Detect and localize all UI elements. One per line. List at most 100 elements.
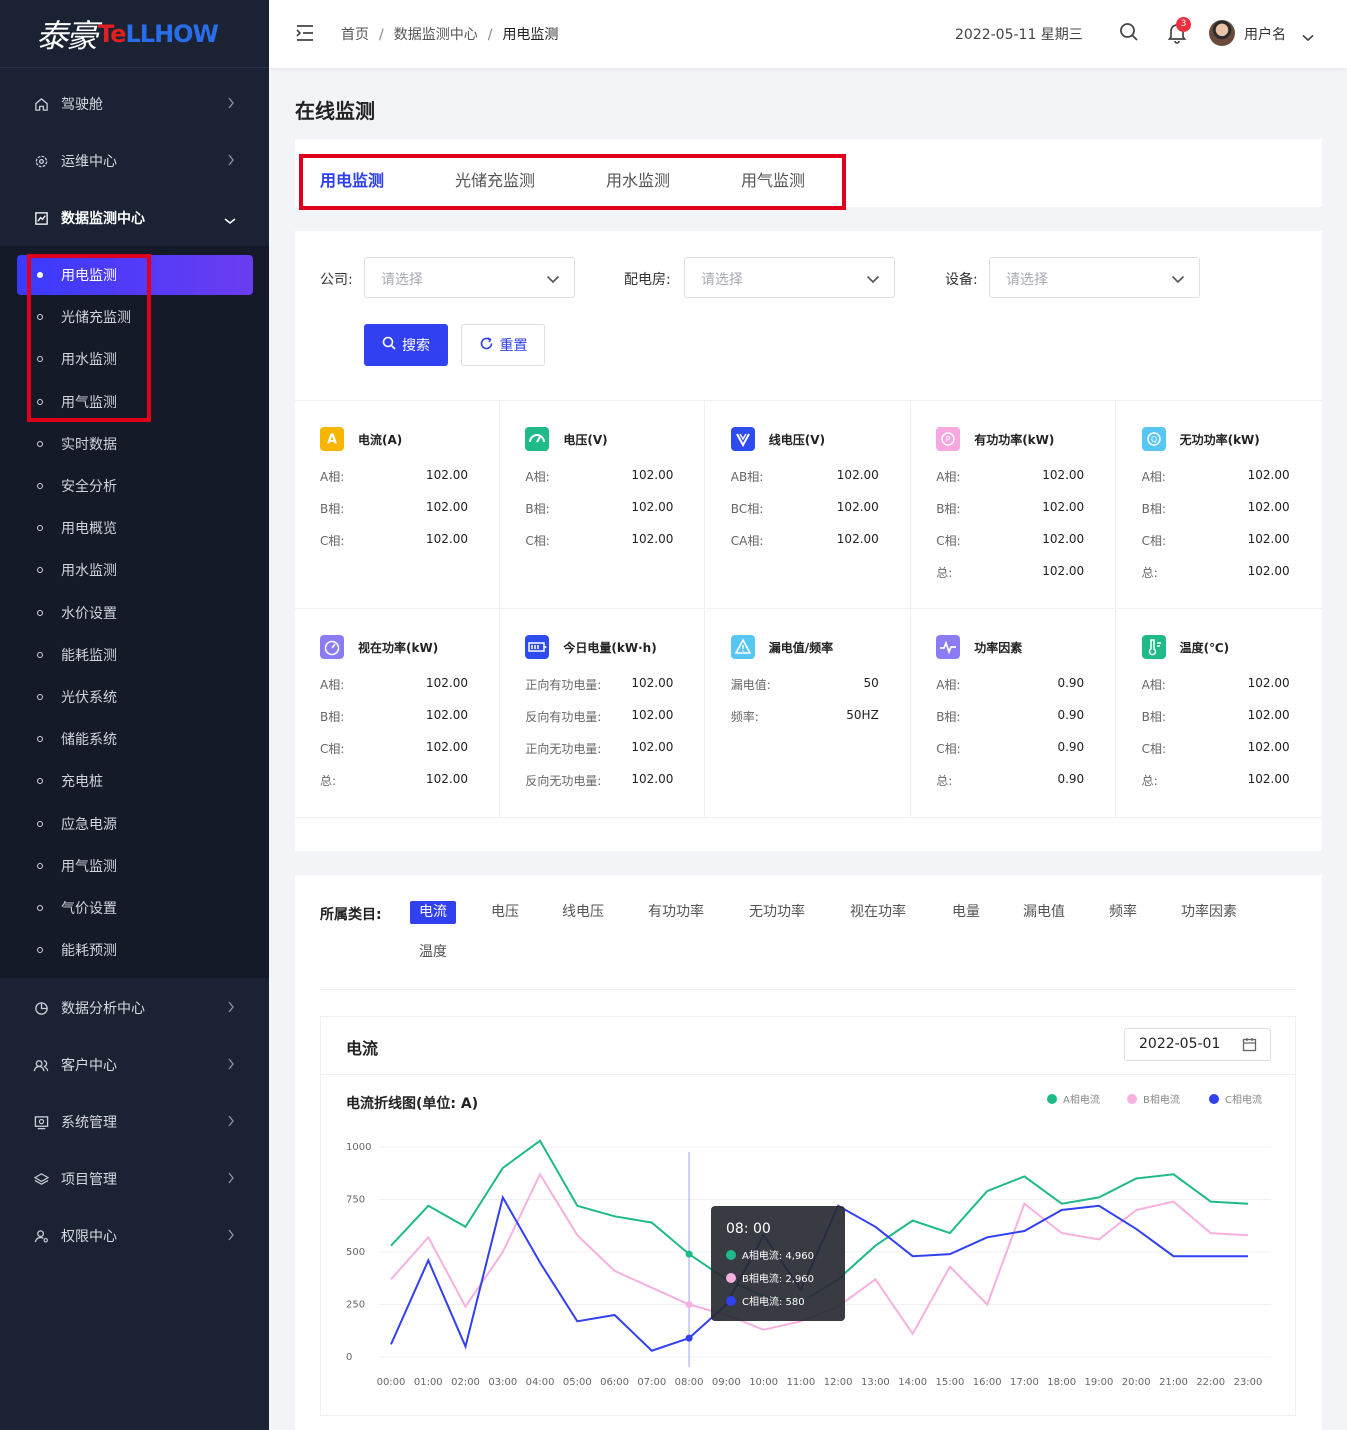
- tab-gas[interactable]: 用气监测: [741, 171, 806, 190]
- submenu-item-label: 用电概览: [61, 521, 117, 538]
- company-select[interactable]: 请选择: [364, 257, 575, 298]
- submenu-item[interactable]: 光储充监测: [0, 297, 269, 337]
- submenu-item[interactable]: 用水监测: [0, 339, 269, 379]
- search-icon[interactable]: [1119, 22, 1139, 46]
- battery-icon: [525, 635, 550, 659]
- chart-tooltip: 08: 00 A相电流: 4,960 B相电流: 2,960 C相电流: 580: [711, 1206, 845, 1321]
- data-point[interactable]: [685, 1301, 693, 1308]
- username[interactable]: 用户名: [1244, 27, 1286, 43]
- category-tab[interactable]: 电压: [491, 904, 519, 920]
- category-tab[interactable]: 频率: [1109, 904, 1137, 920]
- submenu-item-label: 光储充监测: [61, 310, 131, 327]
- category-tab[interactable]: 功率因素: [1181, 904, 1237, 920]
- y-tick-label: 250: [346, 1300, 365, 1311]
- submenu-item[interactable]: 应急电源: [0, 804, 269, 844]
- dot-icon: [37, 736, 43, 743]
- home-icon: [33, 96, 49, 112]
- submenu-item[interactable]: 储能系统: [0, 719, 269, 759]
- chevron-right-icon: [227, 154, 235, 170]
- breadcrumb-data-monitor[interactable]: 数据监测中心: [393, 27, 478, 43]
- tab-power[interactable]: 用电监测: [320, 171, 385, 190]
- submenu-item-label: 气价设置: [61, 901, 117, 917]
- sidebar-item-data-analysis[interactable]: 数据分析中心: [0, 988, 269, 1028]
- date-picker[interactable]: 2022-05-01: [1124, 1028, 1271, 1061]
- svg-text:A: A: [327, 433, 337, 448]
- sidebar-item-permissions[interactable]: 权限中心: [0, 1216, 269, 1256]
- category-tab[interactable]: 电量: [952, 904, 980, 920]
- submenu-item[interactable]: 能耗监测: [0, 635, 269, 675]
- reset-button[interactable]: 重置: [461, 324, 545, 366]
- submenu-item[interactable]: 用电监测: [17, 255, 253, 295]
- chart-monitor-icon: [33, 210, 49, 226]
- metric-row: B相: 102.00: [936, 500, 1085, 516]
- current-icon: A: [320, 427, 344, 451]
- metric-title: 漏电值/频率: [768, 641, 834, 655]
- device-select[interactable]: 请选择: [989, 257, 1200, 298]
- x-tick-label: 07:00: [637, 1377, 666, 1388]
- x-tick-label: 14:00: [898, 1377, 927, 1388]
- submenu-item-label: 充电桩: [61, 774, 103, 791]
- submenu-item[interactable]: 能耗预测: [0, 930, 269, 970]
- metric-row: 正向无功电量: 102.00: [525, 740, 674, 756]
- chart-panel-title: 电流: [346, 1039, 379, 1058]
- metric-row: A相: 102.00: [1141, 468, 1290, 484]
- sidebar: 泰豪 TeLLHOW 驾驶舱 运维中心 数据监测中心 用电监测光储充监测用水监测…: [0, 0, 269, 1430]
- reactive-power-icon: Q: [1141, 427, 1166, 451]
- sidebar-item-label: 客户中心: [61, 1058, 117, 1074]
- x-tick-label: 16:00: [973, 1377, 1002, 1388]
- x-tick-label: 18:00: [1047, 1377, 1076, 1388]
- sidebar-item-customers[interactable]: 客户中心: [0, 1045, 269, 1085]
- room-select[interactable]: 请选择: [684, 257, 895, 298]
- category-tab[interactable]: 温度: [419, 944, 447, 960]
- chevron-right-icon: [227, 1172, 235, 1188]
- category-tab[interactable]: 漏电值: [1023, 904, 1065, 920]
- category-tab[interactable]: 有功功率: [648, 904, 704, 920]
- category-tab[interactable]: 视在功率: [850, 904, 906, 920]
- legend-dot: [1209, 1093, 1219, 1104]
- category-tab[interactable]: 电流: [410, 901, 456, 924]
- tab-solar-storage[interactable]: 光储充监测: [455, 171, 536, 190]
- chevron-right-icon: [227, 1001, 235, 1017]
- legend-item[interactable]: B相电流: [1127, 1091, 1180, 1106]
- submenu-item[interactable]: 气价设置: [0, 888, 269, 928]
- sidebar-item-system[interactable]: 系统管理: [0, 1102, 269, 1142]
- data-point[interactable]: [685, 1250, 693, 1258]
- tabs-card: 用电监测 光储充监测 用水监测 用气监测: [295, 139, 1322, 207]
- header-date: 2022-05-11 星期三: [955, 27, 1083, 43]
- sidebar-item-projects[interactable]: 项目管理: [0, 1159, 269, 1199]
- tab-water[interactable]: 用水监测: [606, 171, 671, 190]
- sidebar-item-label: 权限中心: [61, 1229, 117, 1245]
- search-button[interactable]: 搜索: [364, 324, 448, 366]
- filter-card: 公司: 请选择 配电房: 请选择 设备: 请选择 搜索 重置 A 电流(A) A相:…: [295, 231, 1322, 851]
- sidebar-item-data-monitor[interactable]: 数据监测中心: [0, 198, 269, 238]
- category-tab[interactable]: 线电压: [562, 904, 604, 920]
- sidebar-item-label: 项目管理: [61, 1172, 117, 1188]
- submenu-item[interactable]: 用电概览: [0, 508, 269, 548]
- avatar[interactable]: [1209, 20, 1235, 46]
- sidebar-item-ops[interactable]: 运维中心: [0, 141, 269, 181]
- submenu-item[interactable]: 实时数据: [0, 424, 269, 464]
- legend-item[interactable]: C相电流: [1209, 1091, 1262, 1106]
- chevron-down-icon[interactable]: [1302, 27, 1314, 46]
- x-tick-label: 00:00: [377, 1377, 406, 1388]
- brand-logo[interactable]: 泰豪 TeLLHOW: [0, 0, 269, 68]
- submenu-item[interactable]: 用气监测: [0, 382, 269, 422]
- submenu-item[interactable]: 用气监测: [0, 846, 269, 886]
- category-tab[interactable]: 无功功率: [749, 904, 805, 920]
- submenu-item[interactable]: 用水监测: [0, 550, 269, 590]
- dot-icon: [37, 525, 43, 532]
- data-point[interactable]: [685, 1334, 693, 1342]
- x-tick-label: 11:00: [786, 1377, 815, 1388]
- submenu-item[interactable]: 水价设置: [0, 593, 269, 633]
- submenu-item[interactable]: 充电桩: [0, 761, 269, 801]
- metric-card: 今日电量(kW·h) 正向有功电量: 102.00 反向有功电量: 102.00 正向无功…: [500, 609, 706, 817]
- metric-row: 漏电值: 50: [730, 676, 879, 692]
- metric-card: 功率因素 A相: 0.90 B相: 0.90 C相: 0.90 总: 0.90: [911, 609, 1117, 817]
- submenu-item[interactable]: 安全分析: [0, 466, 269, 506]
- submenu-item[interactable]: 光伏系统: [0, 677, 269, 717]
- legend-item[interactable]: A相电流: [1047, 1091, 1100, 1106]
- chevron-right-icon: [227, 1058, 235, 1074]
- breadcrumb-home[interactable]: 首页: [341, 27, 369, 43]
- sidebar-item-cockpit[interactable]: 驾驶舱: [0, 84, 269, 124]
- menu-toggle-icon[interactable]: [295, 24, 315, 46]
